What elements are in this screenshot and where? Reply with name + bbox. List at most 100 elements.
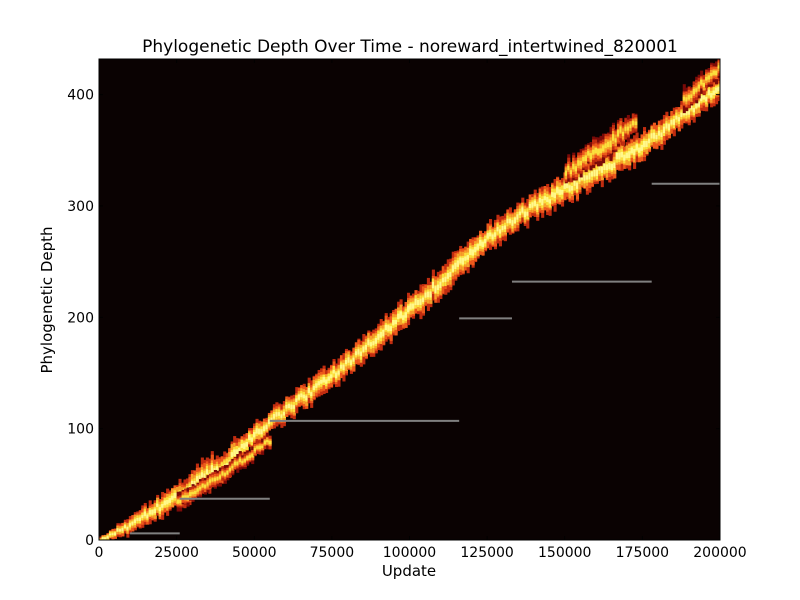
heat-cell bbox=[191, 491, 195, 495]
y-tick-label: 300 bbox=[67, 199, 94, 215]
heat-cell bbox=[121, 528, 125, 532]
heat-cell bbox=[531, 202, 535, 208]
heat-cell bbox=[556, 187, 560, 194]
heat-cell bbox=[444, 276, 448, 282]
heat-cell bbox=[168, 498, 172, 503]
x-tick-label: 75000 bbox=[310, 545, 355, 561]
heat-cell bbox=[700, 79, 704, 85]
heat-cell bbox=[364, 344, 368, 350]
y-tick-label: 100 bbox=[67, 422, 94, 438]
heat-cell bbox=[501, 225, 505, 231]
heat-cell bbox=[506, 218, 510, 224]
heat-cell bbox=[567, 165, 571, 171]
heat-cell bbox=[260, 429, 264, 435]
heat-cell bbox=[655, 134, 659, 140]
heat-cell bbox=[374, 337, 378, 344]
heat-cell bbox=[626, 126, 630, 131]
heat-cell bbox=[357, 349, 361, 355]
heat-cell bbox=[660, 132, 664, 137]
heat-cell bbox=[667, 124, 671, 131]
heat-cell bbox=[190, 480, 194, 487]
heat-cell bbox=[474, 246, 478, 253]
heat-cell bbox=[602, 145, 606, 152]
heat-cell bbox=[563, 183, 567, 189]
x-tick-label: 0 bbox=[95, 545, 104, 561]
heat-cell bbox=[236, 461, 240, 465]
heat-cell bbox=[538, 197, 542, 203]
heat-cell bbox=[687, 95, 691, 100]
heat-cell bbox=[687, 109, 691, 115]
heat-cell bbox=[411, 303, 416, 309]
heat-cell bbox=[243, 443, 247, 449]
heat-cell bbox=[609, 140, 613, 148]
heat-cell bbox=[595, 169, 599, 176]
heat-cell bbox=[662, 126, 666, 134]
heat-cell bbox=[695, 88, 699, 92]
heat-cell bbox=[241, 460, 245, 464]
heat-cell bbox=[697, 84, 701, 89]
heat-cell bbox=[161, 504, 165, 508]
heat-cell bbox=[265, 424, 269, 430]
heat-cell bbox=[216, 477, 220, 481]
y-axis: 0 100 200 300 400 bbox=[67, 88, 720, 549]
segment-layer bbox=[130, 182, 720, 535]
heat-cell bbox=[583, 175, 587, 181]
heat-cell bbox=[647, 138, 652, 144]
heat-cell bbox=[203, 484, 208, 488]
heat-cell bbox=[717, 86, 720, 92]
heat-cell bbox=[590, 171, 594, 177]
heat-cell bbox=[143, 511, 147, 517]
heat-cell bbox=[589, 153, 593, 160]
heat-cell bbox=[203, 473, 207, 481]
heat-cell bbox=[715, 70, 719, 76]
heat-cell bbox=[407, 305, 411, 313]
heat-cell bbox=[218, 475, 222, 479]
heat-cell bbox=[594, 147, 598, 154]
heat-cell bbox=[248, 455, 252, 459]
heat-cell bbox=[624, 126, 628, 131]
heat-cell bbox=[243, 459, 247, 462]
heat-cell bbox=[108, 533, 113, 536]
heat-cell bbox=[213, 477, 217, 481]
heat-cell bbox=[707, 89, 711, 96]
heat-cell bbox=[633, 149, 637, 156]
heat-cell bbox=[421, 297, 425, 303]
heat-cell bbox=[592, 149, 596, 155]
heat-cell bbox=[261, 445, 265, 448]
heat-cell bbox=[409, 303, 413, 310]
heat-cell bbox=[587, 151, 591, 156]
heat-cell bbox=[208, 479, 212, 483]
heat-cell bbox=[148, 510, 152, 515]
heat-cell bbox=[344, 360, 348, 365]
heat-cell bbox=[464, 256, 468, 261]
heat-cell bbox=[546, 197, 550, 202]
heat-cell bbox=[605, 164, 609, 171]
heat-cell bbox=[616, 130, 620, 137]
heat-cell bbox=[650, 133, 654, 139]
heat-cell bbox=[198, 475, 202, 483]
heat-cell bbox=[275, 412, 279, 417]
heat-cell bbox=[608, 162, 612, 170]
heat-cell bbox=[138, 517, 142, 521]
heat-cell bbox=[569, 170, 573, 175]
heat-cell bbox=[263, 440, 267, 445]
y-axis-label: Phylogenetic Depth bbox=[38, 226, 56, 373]
heat-cell bbox=[349, 360, 353, 366]
heat-cell bbox=[536, 203, 540, 210]
heat-cell bbox=[251, 453, 255, 457]
heat-cell bbox=[257, 429, 262, 434]
y-tick-label: 200 bbox=[67, 310, 94, 326]
heat-cell bbox=[692, 88, 696, 95]
heat-cell bbox=[618, 152, 622, 160]
heat-cell bbox=[677, 117, 681, 122]
heat-cell bbox=[439, 281, 443, 288]
heat-cell bbox=[635, 144, 639, 151]
heat-cell bbox=[151, 509, 155, 515]
heat-cell bbox=[630, 147, 634, 154]
heat-cell bbox=[133, 519, 137, 524]
heat-cell bbox=[387, 325, 391, 332]
heat-cell bbox=[305, 395, 309, 401]
heat-cell bbox=[574, 166, 578, 172]
heat-cell bbox=[570, 185, 575, 191]
heat-cell bbox=[315, 383, 319, 388]
